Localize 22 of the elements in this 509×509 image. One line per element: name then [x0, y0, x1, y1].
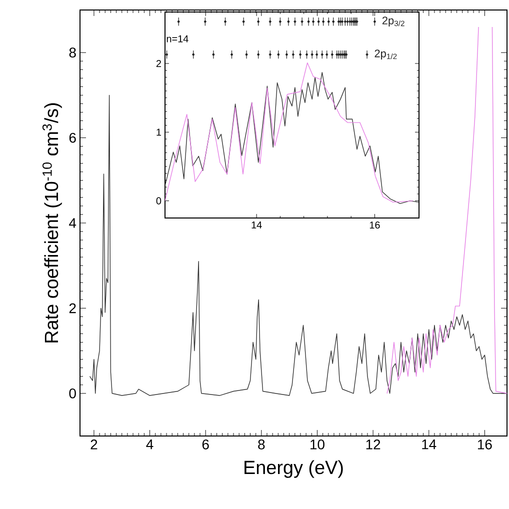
- series-label: 2p$_{3/2}$: [382, 16, 404, 27]
- x-tick-label: 6: [202, 440, 209, 450]
- x-tick-label: 12: [366, 440, 380, 450]
- y-tick-label: 2: [156, 60, 161, 67]
- x-tick-label: 4: [146, 440, 154, 450]
- y-axis-title: Rate coefficient (10$^{-10}$ cm$^{3}$/s): [42, 103, 62, 342]
- x-axis-title: Energy (eV): [244, 460, 343, 478]
- annotation: n=14: [166, 35, 188, 42]
- y-tick-label: 8: [69, 48, 76, 58]
- x-tick-label: 14: [252, 222, 262, 228]
- x-tick-label: 10: [310, 440, 324, 450]
- x-tick-label: 14: [422, 440, 436, 450]
- x-tick-label: 2: [90, 440, 98, 450]
- y-tick-label: 0: [156, 197, 162, 204]
- x-tick-label: 8: [258, 440, 265, 450]
- x-tick-label: 16: [370, 222, 380, 229]
- x-tick-label: 16: [478, 440, 492, 450]
- y-tick-label: 2: [69, 303, 76, 314]
- y-tick-label: 1: [156, 128, 162, 136]
- y-tick-label: 0: [69, 388, 76, 398]
- y-tick-label: 6: [69, 132, 76, 143]
- series-label: 2p$_{1/2}$: [374, 50, 397, 60]
